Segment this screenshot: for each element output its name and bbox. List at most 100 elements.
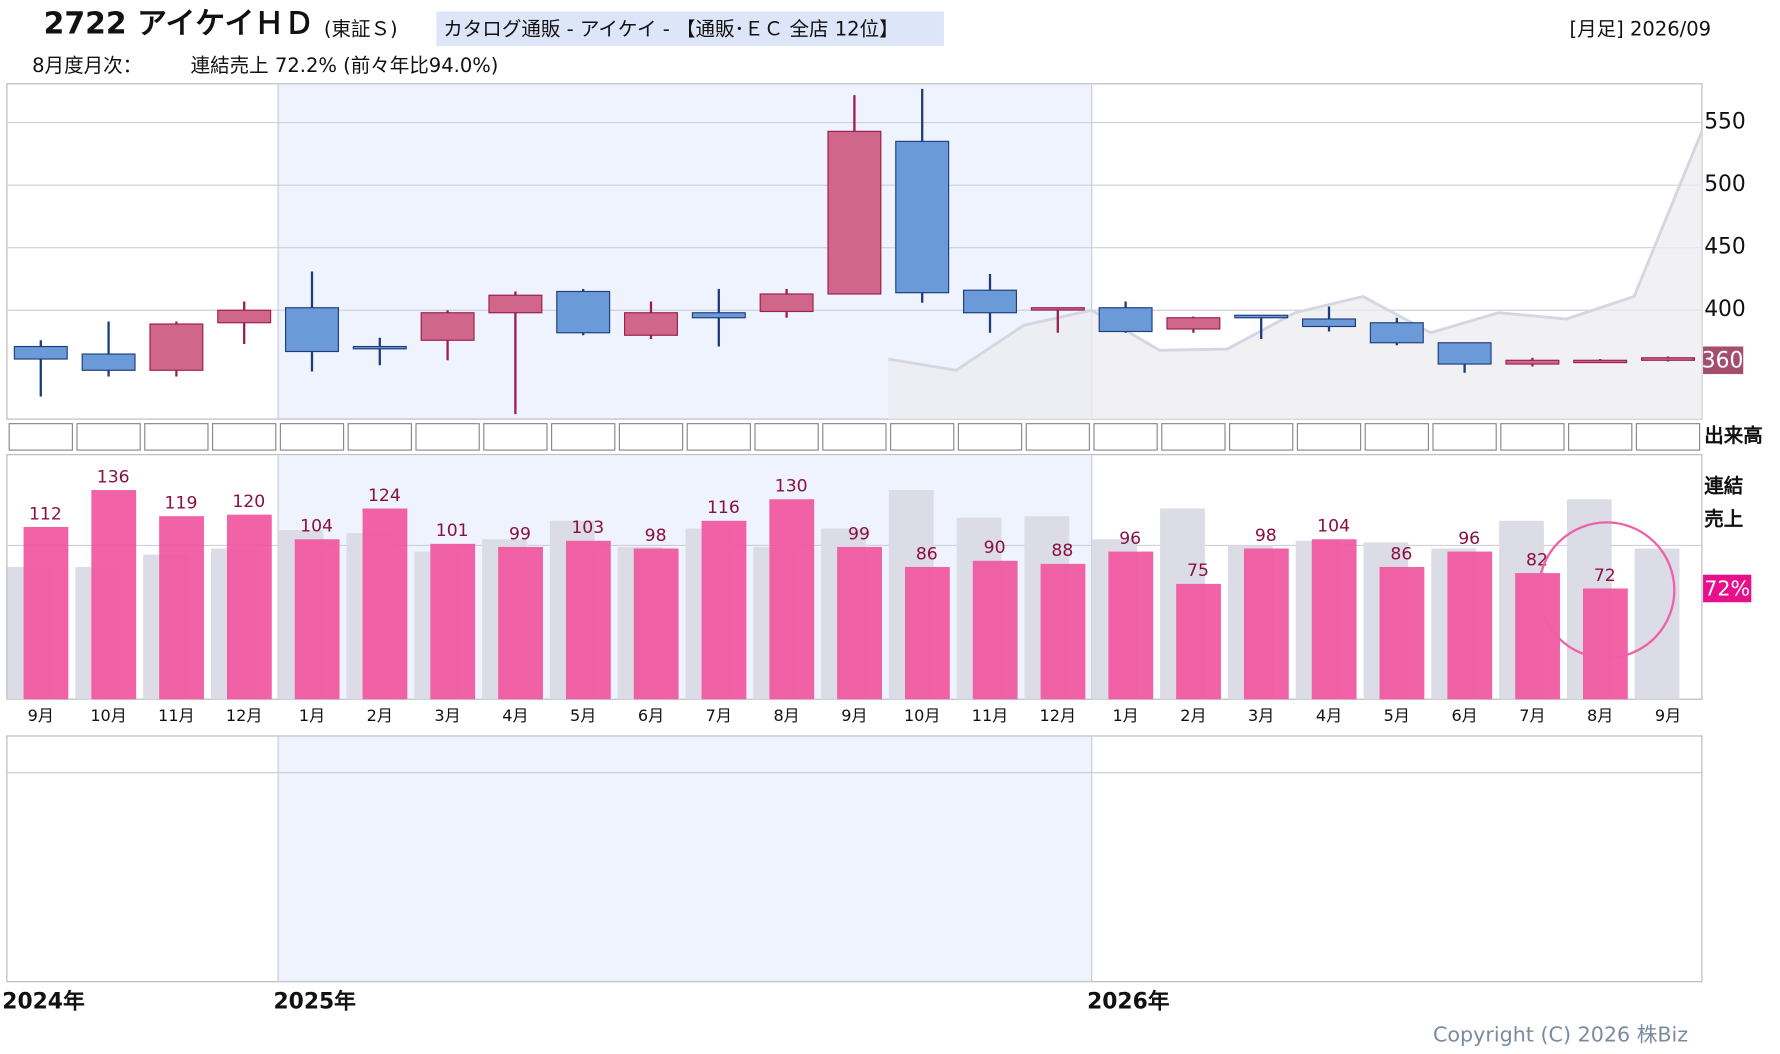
x-tick-label: 12月 bbox=[1040, 706, 1077, 725]
volume-box bbox=[1568, 423, 1633, 451]
volume-box bbox=[1635, 423, 1701, 451]
volume-box bbox=[415, 423, 480, 451]
bar bbox=[1515, 573, 1560, 700]
bar bbox=[23, 526, 69, 700]
volume-box bbox=[551, 423, 616, 451]
volume-box bbox=[1229, 423, 1294, 451]
bar bbox=[1108, 551, 1154, 700]
x-tick-label: 10月 bbox=[904, 706, 941, 725]
x-tick-label: 8月 bbox=[1587, 706, 1613, 725]
x-tick-label: 10月 bbox=[90, 706, 127, 725]
candle-body bbox=[488, 294, 543, 314]
volume-box bbox=[957, 423, 1023, 451]
bar bbox=[159, 516, 204, 700]
x-tick-label: 2月 bbox=[1180, 706, 1206, 725]
sector-box bbox=[436, 11, 944, 46]
bar bbox=[362, 508, 408, 700]
volume-box bbox=[890, 423, 955, 451]
volume-box bbox=[822, 423, 887, 451]
bar bbox=[226, 514, 272, 700]
candle-body bbox=[1573, 359, 1628, 364]
candle-body bbox=[1505, 359, 1560, 365]
bar bbox=[633, 548, 679, 700]
price-badge-label: 360 bbox=[1702, 348, 1744, 373]
bar bbox=[1243, 548, 1289, 700]
sales-label: 連結 bbox=[1704, 474, 1743, 497]
volume-box bbox=[1093, 423, 1158, 451]
year-label: 2026年 bbox=[1087, 988, 1170, 1014]
candle-body bbox=[352, 345, 407, 350]
candle-body bbox=[13, 345, 68, 360]
x-tick-label: 5月 bbox=[1384, 706, 1410, 725]
value-label: 86 bbox=[1390, 544, 1412, 564]
candle-body bbox=[1437, 342, 1492, 365]
exchange: (東証Ｓ) bbox=[324, 17, 398, 40]
value-label: 88 bbox=[1051, 541, 1073, 561]
value-label: 75 bbox=[1187, 561, 1209, 581]
x-tick-label: 5月 bbox=[570, 706, 596, 725]
sector: カタログ通販 - アイケイ - 【通販･ＥＣ 全店 12位】 bbox=[443, 17, 898, 40]
title: 2722 アイケイＨＤ bbox=[44, 7, 314, 42]
value-label: 104 bbox=[300, 517, 333, 537]
value-label: 104 bbox=[1317, 517, 1350, 537]
bar bbox=[1311, 539, 1357, 700]
bar bbox=[565, 540, 611, 700]
candle-body bbox=[1641, 357, 1695, 361]
value-label: 86 bbox=[916, 544, 938, 564]
value-label: 99 bbox=[509, 524, 531, 544]
volume-box bbox=[483, 423, 548, 451]
value-label: 72 bbox=[1594, 566, 1616, 586]
volume-box bbox=[144, 423, 209, 451]
value-label: 119 bbox=[165, 494, 198, 514]
volume-box bbox=[1161, 423, 1226, 451]
candle-body bbox=[759, 293, 814, 313]
value-label: 130 bbox=[775, 477, 808, 497]
volume-box bbox=[76, 423, 141, 451]
volume-box bbox=[347, 423, 412, 451]
y-tick-label: 500 bbox=[1704, 172, 1746, 197]
candle-body bbox=[217, 309, 272, 324]
x-tick-label: 2月 bbox=[367, 706, 393, 725]
bar bbox=[1447, 551, 1493, 700]
badge bbox=[1703, 574, 1752, 603]
price-badge bbox=[1703, 346, 1744, 375]
y-tick-label: 550 bbox=[1704, 110, 1746, 135]
candle-body bbox=[1302, 318, 1356, 328]
line-area bbox=[888, 131, 1702, 420]
candle-body bbox=[1098, 307, 1153, 333]
note-label: 8月度月次： bbox=[32, 54, 142, 77]
volume-box bbox=[1296, 423, 1362, 451]
volume-box bbox=[279, 423, 345, 451]
value-label: 120 bbox=[232, 492, 265, 512]
note-text: 連結売上 72.2% (前々年比94.0%) bbox=[191, 54, 499, 77]
year-label: 2025年 bbox=[273, 988, 356, 1014]
x-tick-label: 6月 bbox=[638, 706, 664, 725]
year-label: 2024年 bbox=[2, 988, 85, 1014]
volume-box bbox=[1364, 423, 1429, 451]
x-tick-label: 4月 bbox=[502, 706, 528, 725]
value-label: 99 bbox=[848, 524, 870, 544]
x-tick-label: 11月 bbox=[972, 706, 1009, 725]
bar bbox=[904, 566, 950, 700]
y-tick-label: 450 bbox=[1704, 235, 1746, 260]
x-tick-label: 11月 bbox=[158, 706, 195, 725]
bar bbox=[701, 520, 747, 700]
bar bbox=[1040, 563, 1086, 700]
x-tick-label: 7月 bbox=[1519, 706, 1545, 725]
candle-body bbox=[1234, 314, 1289, 319]
x-tick-label: 7月 bbox=[706, 706, 732, 725]
candle-body bbox=[1369, 322, 1424, 344]
candle-body bbox=[285, 307, 339, 353]
x-tick-label: 1月 bbox=[299, 706, 325, 725]
x-tick-label: 3月 bbox=[1248, 706, 1274, 725]
bar bbox=[498, 546, 543, 700]
bar bbox=[91, 490, 137, 700]
value-label: 96 bbox=[1458, 529, 1480, 549]
volume-box bbox=[686, 423, 751, 451]
candle-body bbox=[149, 323, 204, 371]
bar bbox=[1379, 566, 1425, 700]
x-tick-label: 1月 bbox=[1112, 706, 1138, 725]
value-label: 90 bbox=[984, 538, 1006, 558]
